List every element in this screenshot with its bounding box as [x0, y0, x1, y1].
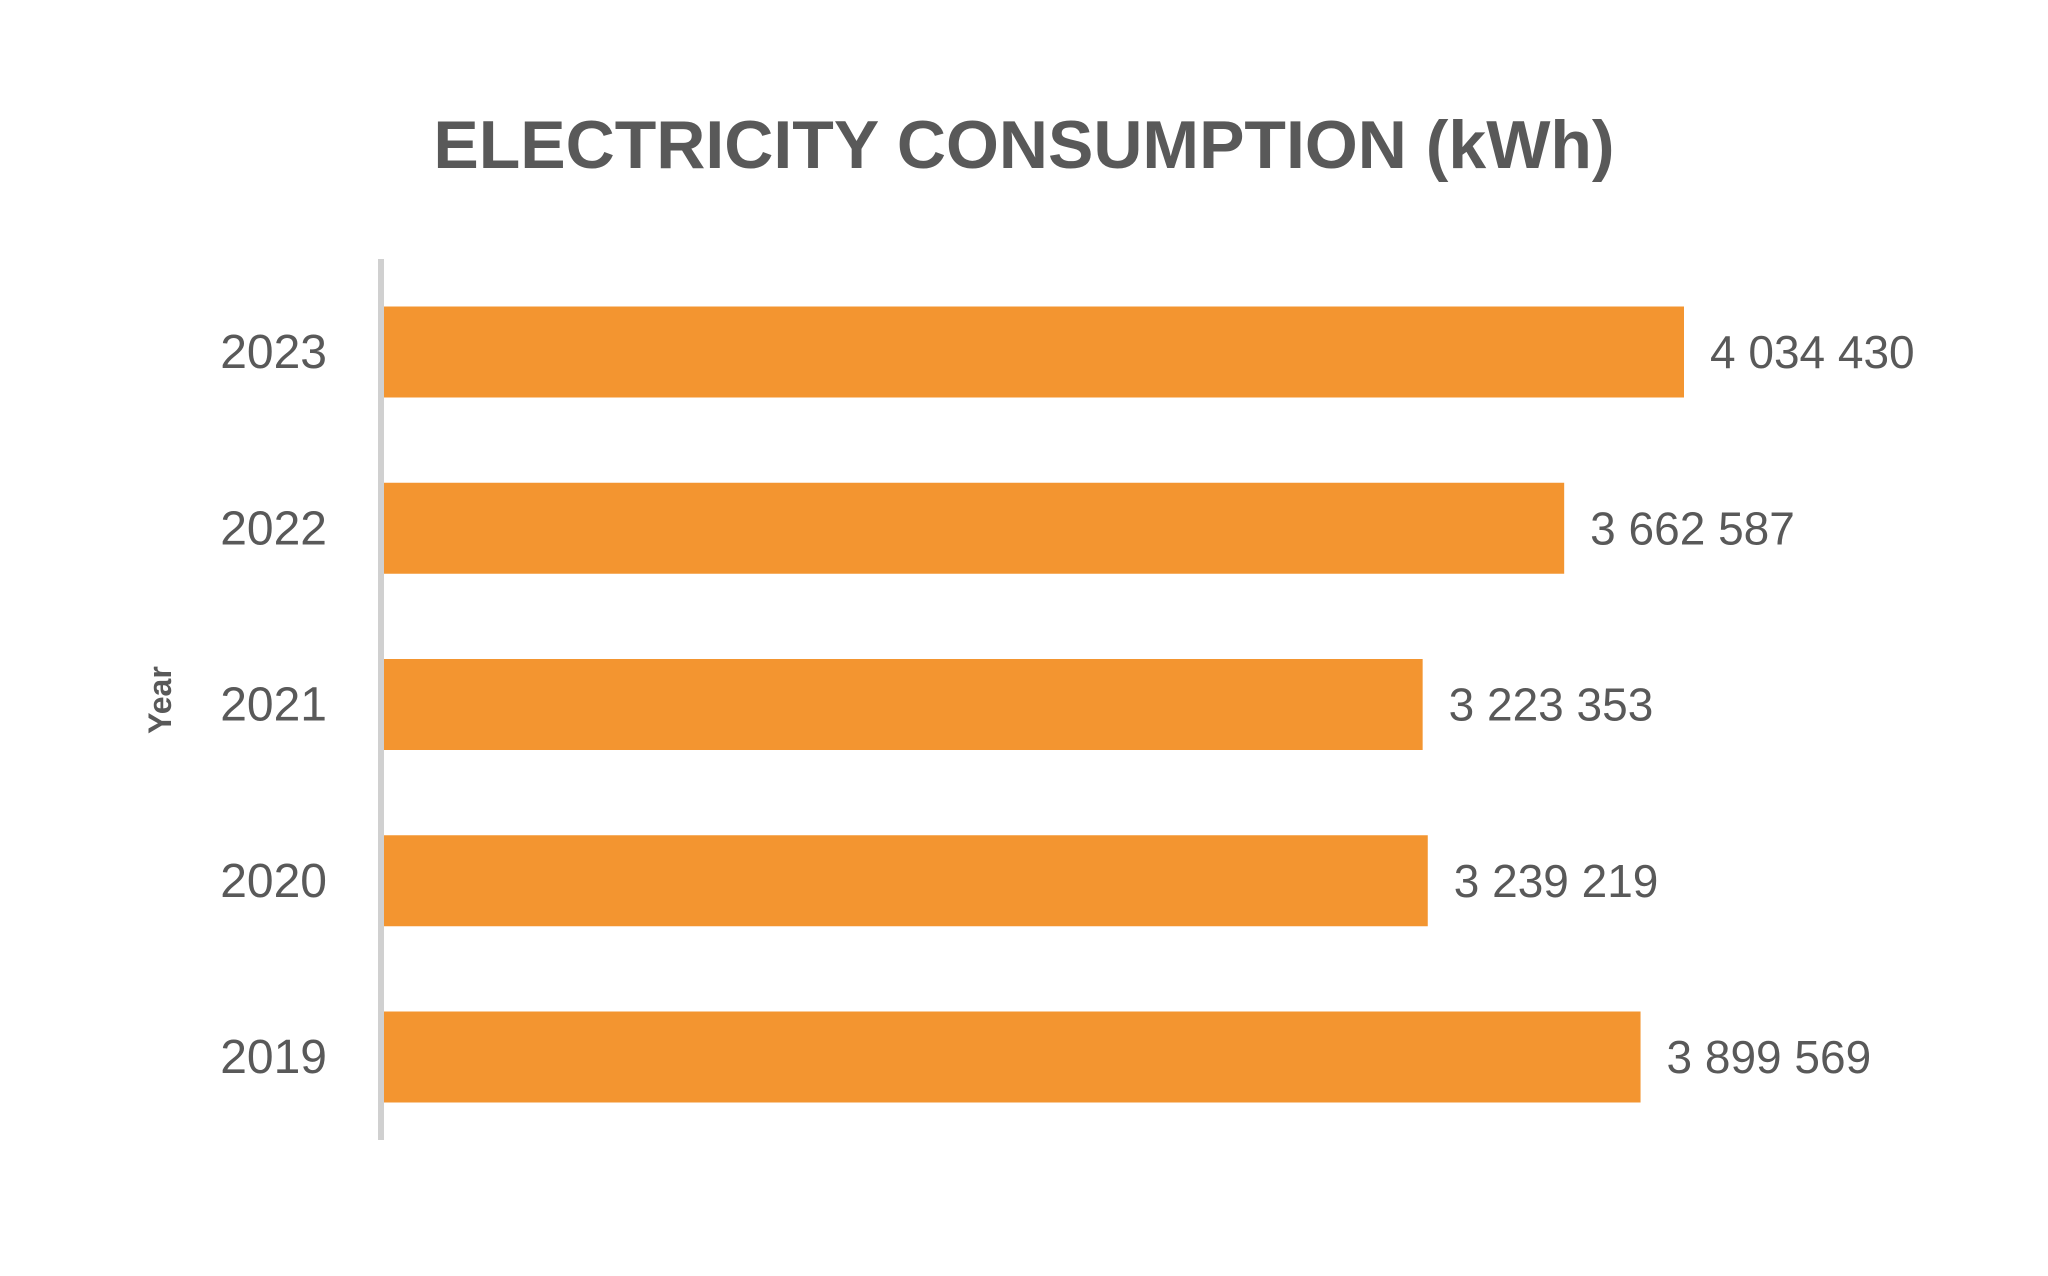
category-label-2023: 2023 — [220, 326, 327, 379]
value-label-2019: 3 899 569 — [1667, 1031, 1872, 1083]
chart-title: ELECTRICITY CONSUMPTION (kWh) — [433, 107, 1614, 183]
category-label-2019: 2019 — [220, 1031, 327, 1084]
category-label-2020: 2020 — [220, 855, 327, 908]
value-label-2020: 3 239 219 — [1454, 855, 1659, 907]
bar-2021 — [384, 659, 1423, 750]
value-label-2022: 3 662 587 — [1590, 502, 1795, 554]
bar-2020 — [384, 835, 1428, 927]
y-axis-title: Year — [142, 666, 178, 734]
bar-2023 — [384, 306, 1684, 398]
bars-group: 2023 4 034 430 2022 3 662 587 2021 3 223 353 2… — [220, 306, 1915, 1103]
bar-2022 — [384, 482, 1565, 574]
value-label-2023: 4 034 430 — [1710, 326, 1915, 378]
bar-2019 — [384, 1011, 1641, 1103]
value-label-2021: 3 223 353 — [1449, 679, 1654, 731]
category-label-2022: 2022 — [220, 502, 327, 555]
category-label-2021: 2021 — [220, 679, 327, 732]
